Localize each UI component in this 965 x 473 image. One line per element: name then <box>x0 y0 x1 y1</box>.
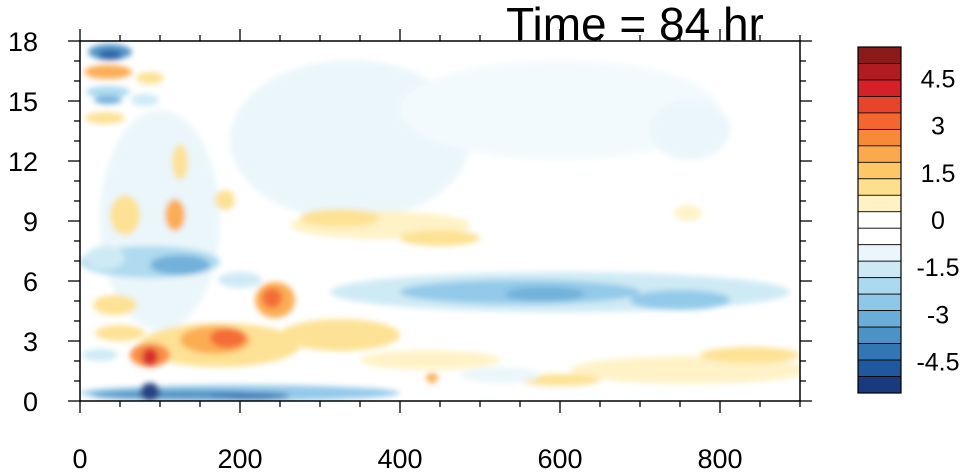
colorbar-box <box>857 310 902 328</box>
contour-blob <box>165 199 185 231</box>
x-tick-label: 600 <box>537 444 582 473</box>
contour-blob <box>262 288 282 308</box>
contour-blob <box>700 347 800 363</box>
colorbar-box <box>857 277 902 295</box>
y-tick-label: 3 <box>23 327 38 357</box>
contour-blob <box>86 86 130 98</box>
colorbar-box <box>857 128 902 147</box>
colorbar-box <box>857 161 902 180</box>
contour-blob <box>95 325 145 341</box>
contour-blob <box>215 190 235 210</box>
colorbar-box <box>857 343 902 361</box>
contour-blob <box>426 373 438 383</box>
colorbar-frame <box>857 46 902 394</box>
contour-blob <box>520 374 600 386</box>
contour-blob <box>131 94 159 106</box>
y-tick-label: 6 <box>23 267 38 297</box>
colorbar-box <box>857 244 902 262</box>
contour-blob <box>650 100 730 160</box>
chart-title: Time = 84 hr <box>506 0 764 50</box>
contour-blob <box>84 65 132 79</box>
contour-blob <box>142 348 158 366</box>
y-tick-label: 15 <box>8 87 38 117</box>
axis-ticks <box>68 29 812 413</box>
contour-blob <box>674 205 702 221</box>
colorbar-box <box>857 260 902 279</box>
colorbar-box <box>857 194 902 213</box>
contour-blob <box>210 328 246 348</box>
colorbar-label: -3 <box>927 301 949 329</box>
colorbar-box <box>857 79 902 97</box>
contour-blob <box>218 272 262 288</box>
colorbar-box <box>857 63 902 81</box>
colorbar-box <box>857 178 902 196</box>
colorbar-label: 1.5 <box>921 160 956 188</box>
contour-blob <box>140 383 160 401</box>
x-tick-labels: 0 200 400 600 800 <box>72 444 742 473</box>
contour-blob <box>300 209 380 227</box>
contour-blob <box>210 392 290 400</box>
y-tick-label: 0 <box>23 387 38 417</box>
colorbar-box <box>857 112 902 130</box>
colorbar-label: 4.5 <box>921 65 956 93</box>
contour-blob <box>85 112 125 124</box>
y-tick-label: 12 <box>8 147 38 177</box>
colorbar-label: -1.5 <box>916 254 959 282</box>
colorbar-label: -4.5 <box>916 349 959 377</box>
x-tick-label: 0 <box>72 444 87 473</box>
contour-blob <box>280 319 400 351</box>
contour-blob <box>93 295 137 315</box>
y-tick-labels: 0 3 6 9 12 15 18 <box>8 27 38 417</box>
contour-blob <box>82 349 118 361</box>
contour-blob <box>110 195 140 235</box>
colorbar <box>857 46 902 394</box>
contour-blob <box>98 50 122 60</box>
contour-blob <box>570 356 800 384</box>
x-tick-label: 800 <box>697 444 742 473</box>
y-tick-label: 18 <box>8 27 38 57</box>
colorbar-box <box>857 211 902 229</box>
contour-blob <box>360 350 500 370</box>
colorbar-box <box>857 46 902 64</box>
colorbar-box <box>857 145 902 163</box>
colorbar-box <box>857 293 902 312</box>
colorbar-box <box>857 359 902 377</box>
contour-blob <box>136 72 164 84</box>
contour-blob <box>150 255 210 275</box>
colorbar-box <box>857 326 902 344</box>
colorbar-label: 0 <box>931 207 945 235</box>
colorbar-labels: 4.5 3 1.5 0 -1.5 -3 -4.5 <box>916 65 959 376</box>
contour-field <box>80 44 800 401</box>
contour-blob <box>172 144 188 180</box>
contour-blob <box>85 246 125 270</box>
y-tick-label: 9 <box>23 207 38 237</box>
x-tick-label: 200 <box>217 444 262 473</box>
colorbar-box <box>857 96 902 114</box>
contour-blob <box>505 287 585 301</box>
x-tick-label: 400 <box>377 444 422 473</box>
contour-blob <box>630 290 730 310</box>
contour-blob <box>400 60 720 160</box>
colorbar-box <box>857 227 902 246</box>
contour-blob <box>460 367 540 383</box>
colorbar-box <box>857 376 902 394</box>
contour-blob <box>400 230 480 246</box>
contour-blob <box>94 96 122 104</box>
colorbar-label: 3 <box>931 113 945 141</box>
